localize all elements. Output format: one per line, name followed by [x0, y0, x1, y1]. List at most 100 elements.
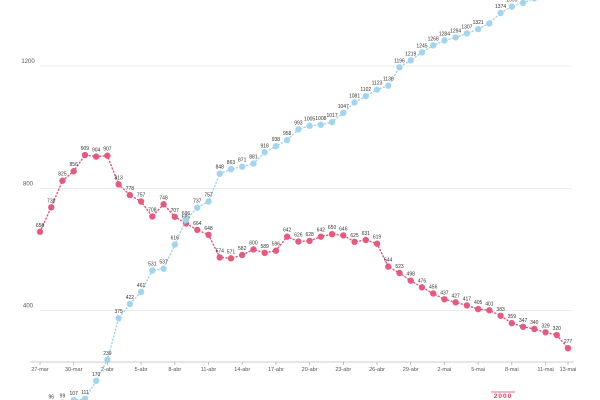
data-label: 537	[159, 260, 168, 266]
data-point	[295, 126, 302, 133]
data-label: 904	[92, 148, 101, 154]
data-point	[250, 246, 257, 253]
x-tick-label: 29-abr	[403, 367, 419, 373]
data-label: 99	[60, 394, 66, 400]
data-point	[261, 149, 268, 156]
y-tick-label: 800	[23, 181, 34, 187]
data-point	[531, 325, 538, 333]
data-label: 574	[216, 248, 225, 254]
data-point	[452, 299, 459, 306]
data-point	[407, 57, 414, 64]
data-point	[362, 92, 369, 100]
data-label: 1005	[304, 117, 315, 123]
data-label: 619	[373, 235, 382, 241]
x-tick-label: 26-abr	[369, 367, 385, 373]
data-label: 359	[508, 314, 517, 320]
data-label: 748	[159, 195, 168, 201]
data-label: 646	[339, 226, 348, 232]
data-point	[194, 226, 201, 234]
data-label: 938	[272, 137, 281, 143]
data-point	[239, 163, 246, 170]
data-point	[351, 238, 358, 246]
data-point	[272, 247, 280, 254]
grid-lines	[40, 65, 572, 312]
data-point	[149, 213, 156, 220]
data-label: 1219	[405, 51, 416, 57]
data-label: 871	[238, 158, 247, 164]
data-point	[340, 109, 347, 117]
data-point	[373, 86, 381, 93]
x-tick-label: 30-mar	[65, 367, 83, 373]
data-point	[59, 177, 66, 184]
x-tick-label: 20-abr	[302, 367, 318, 373]
data-point	[486, 307, 493, 314]
data-label: 918	[261, 143, 270, 149]
data-point	[81, 151, 89, 159]
x-tick-label: 8-abr	[168, 367, 181, 373]
data-point	[48, 204, 55, 211]
data-label: 96	[48, 395, 54, 400]
x-tick-label: 11-abr	[201, 367, 217, 373]
data-label: 456	[429, 284, 438, 290]
x-tick-label: 2-abr	[101, 367, 114, 373]
data-point	[452, 34, 459, 41]
data-point	[328, 118, 336, 126]
data-point	[216, 170, 223, 177]
data-label: 664	[193, 221, 202, 227]
x-tick-label: 5-abr	[135, 367, 148, 373]
data-label: 650	[328, 225, 337, 231]
data-label: 993	[294, 120, 303, 126]
data-label: 437	[440, 290, 449, 296]
data-label: 848	[216, 165, 225, 171]
data-label: 626	[294, 233, 303, 239]
series-2: 7796991071111702393754224615315376166967…	[48, 0, 537, 400]
data-label: 813	[114, 175, 123, 181]
data-label: 417	[463, 296, 472, 302]
data-point	[283, 136, 291, 144]
data-point	[508, 319, 516, 327]
data-point	[463, 302, 471, 309]
data-point	[519, 323, 527, 330]
x-tick-label: 8-mai	[505, 367, 519, 373]
data-label: 658	[36, 223, 45, 229]
data-label: 347	[519, 318, 528, 324]
data-point	[227, 165, 235, 173]
data-label: 461	[137, 283, 146, 289]
data-label: 476	[418, 278, 427, 284]
data-point	[553, 331, 560, 339]
data-label: 375	[114, 309, 123, 315]
data-point	[205, 231, 212, 239]
x-tick-label: 2-mai	[438, 367, 452, 373]
data-label: 1047	[338, 104, 349, 110]
data-point	[36, 228, 44, 235]
data-point	[194, 204, 201, 211]
data-label: 907	[103, 147, 112, 153]
data-point	[283, 233, 291, 240]
data-label: 600	[249, 240, 258, 246]
data-label: 642	[317, 228, 326, 234]
data-point	[137, 198, 145, 205]
data-point	[385, 82, 392, 89]
x-tick-label: 11-mai	[537, 367, 553, 373]
data-point	[126, 191, 134, 199]
data-point	[396, 269, 403, 277]
data-label: 778	[126, 186, 135, 192]
data-label: 582	[238, 246, 247, 252]
data-label: 427	[451, 293, 460, 299]
data-label: 107	[70, 391, 79, 397]
data-point	[441, 296, 448, 303]
data-label: 405	[474, 300, 483, 306]
data-point	[171, 241, 179, 248]
data-label: 422	[126, 295, 135, 301]
data-label: 625	[350, 233, 359, 239]
data-point	[418, 49, 426, 56]
data-label: 320	[553, 326, 562, 332]
data-label: 1395	[506, 0, 517, 4]
brand-logo: 2000	[494, 393, 512, 400]
data-point	[317, 233, 325, 240]
data-point	[115, 181, 122, 188]
data-label: 1136	[383, 77, 394, 83]
data-label: 498	[407, 272, 416, 278]
data-point	[160, 265, 167, 272]
data-label: 825	[58, 172, 67, 178]
